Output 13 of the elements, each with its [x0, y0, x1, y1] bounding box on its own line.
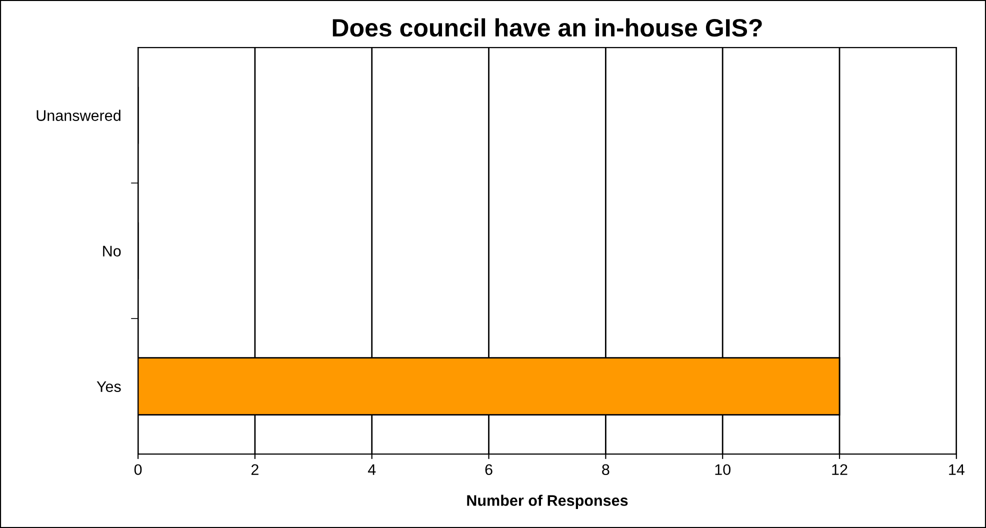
- x-axis-title: Number of Responses: [467, 494, 628, 509]
- x-tick-label: 4: [368, 464, 376, 475]
- x-tick-label: 6: [485, 464, 492, 476]
- x-tick-label: 10: [715, 464, 730, 476]
- x-tick-label: 0: [134, 464, 142, 476]
- x-tick-label: 2: [251, 464, 258, 475]
- x-tick-label: 12: [832, 464, 848, 475]
- x-tick-label: 14: [949, 464, 964, 475]
- chart-title: Does council have an in-house GIS?: [332, 18, 762, 37]
- y-tick-label: Unanswered: [36, 110, 120, 121]
- y-tick-label: Yes: [96, 381, 121, 392]
- x-tick-label: 8: [602, 464, 610, 476]
- y-tick-label: No: [103, 246, 121, 256]
